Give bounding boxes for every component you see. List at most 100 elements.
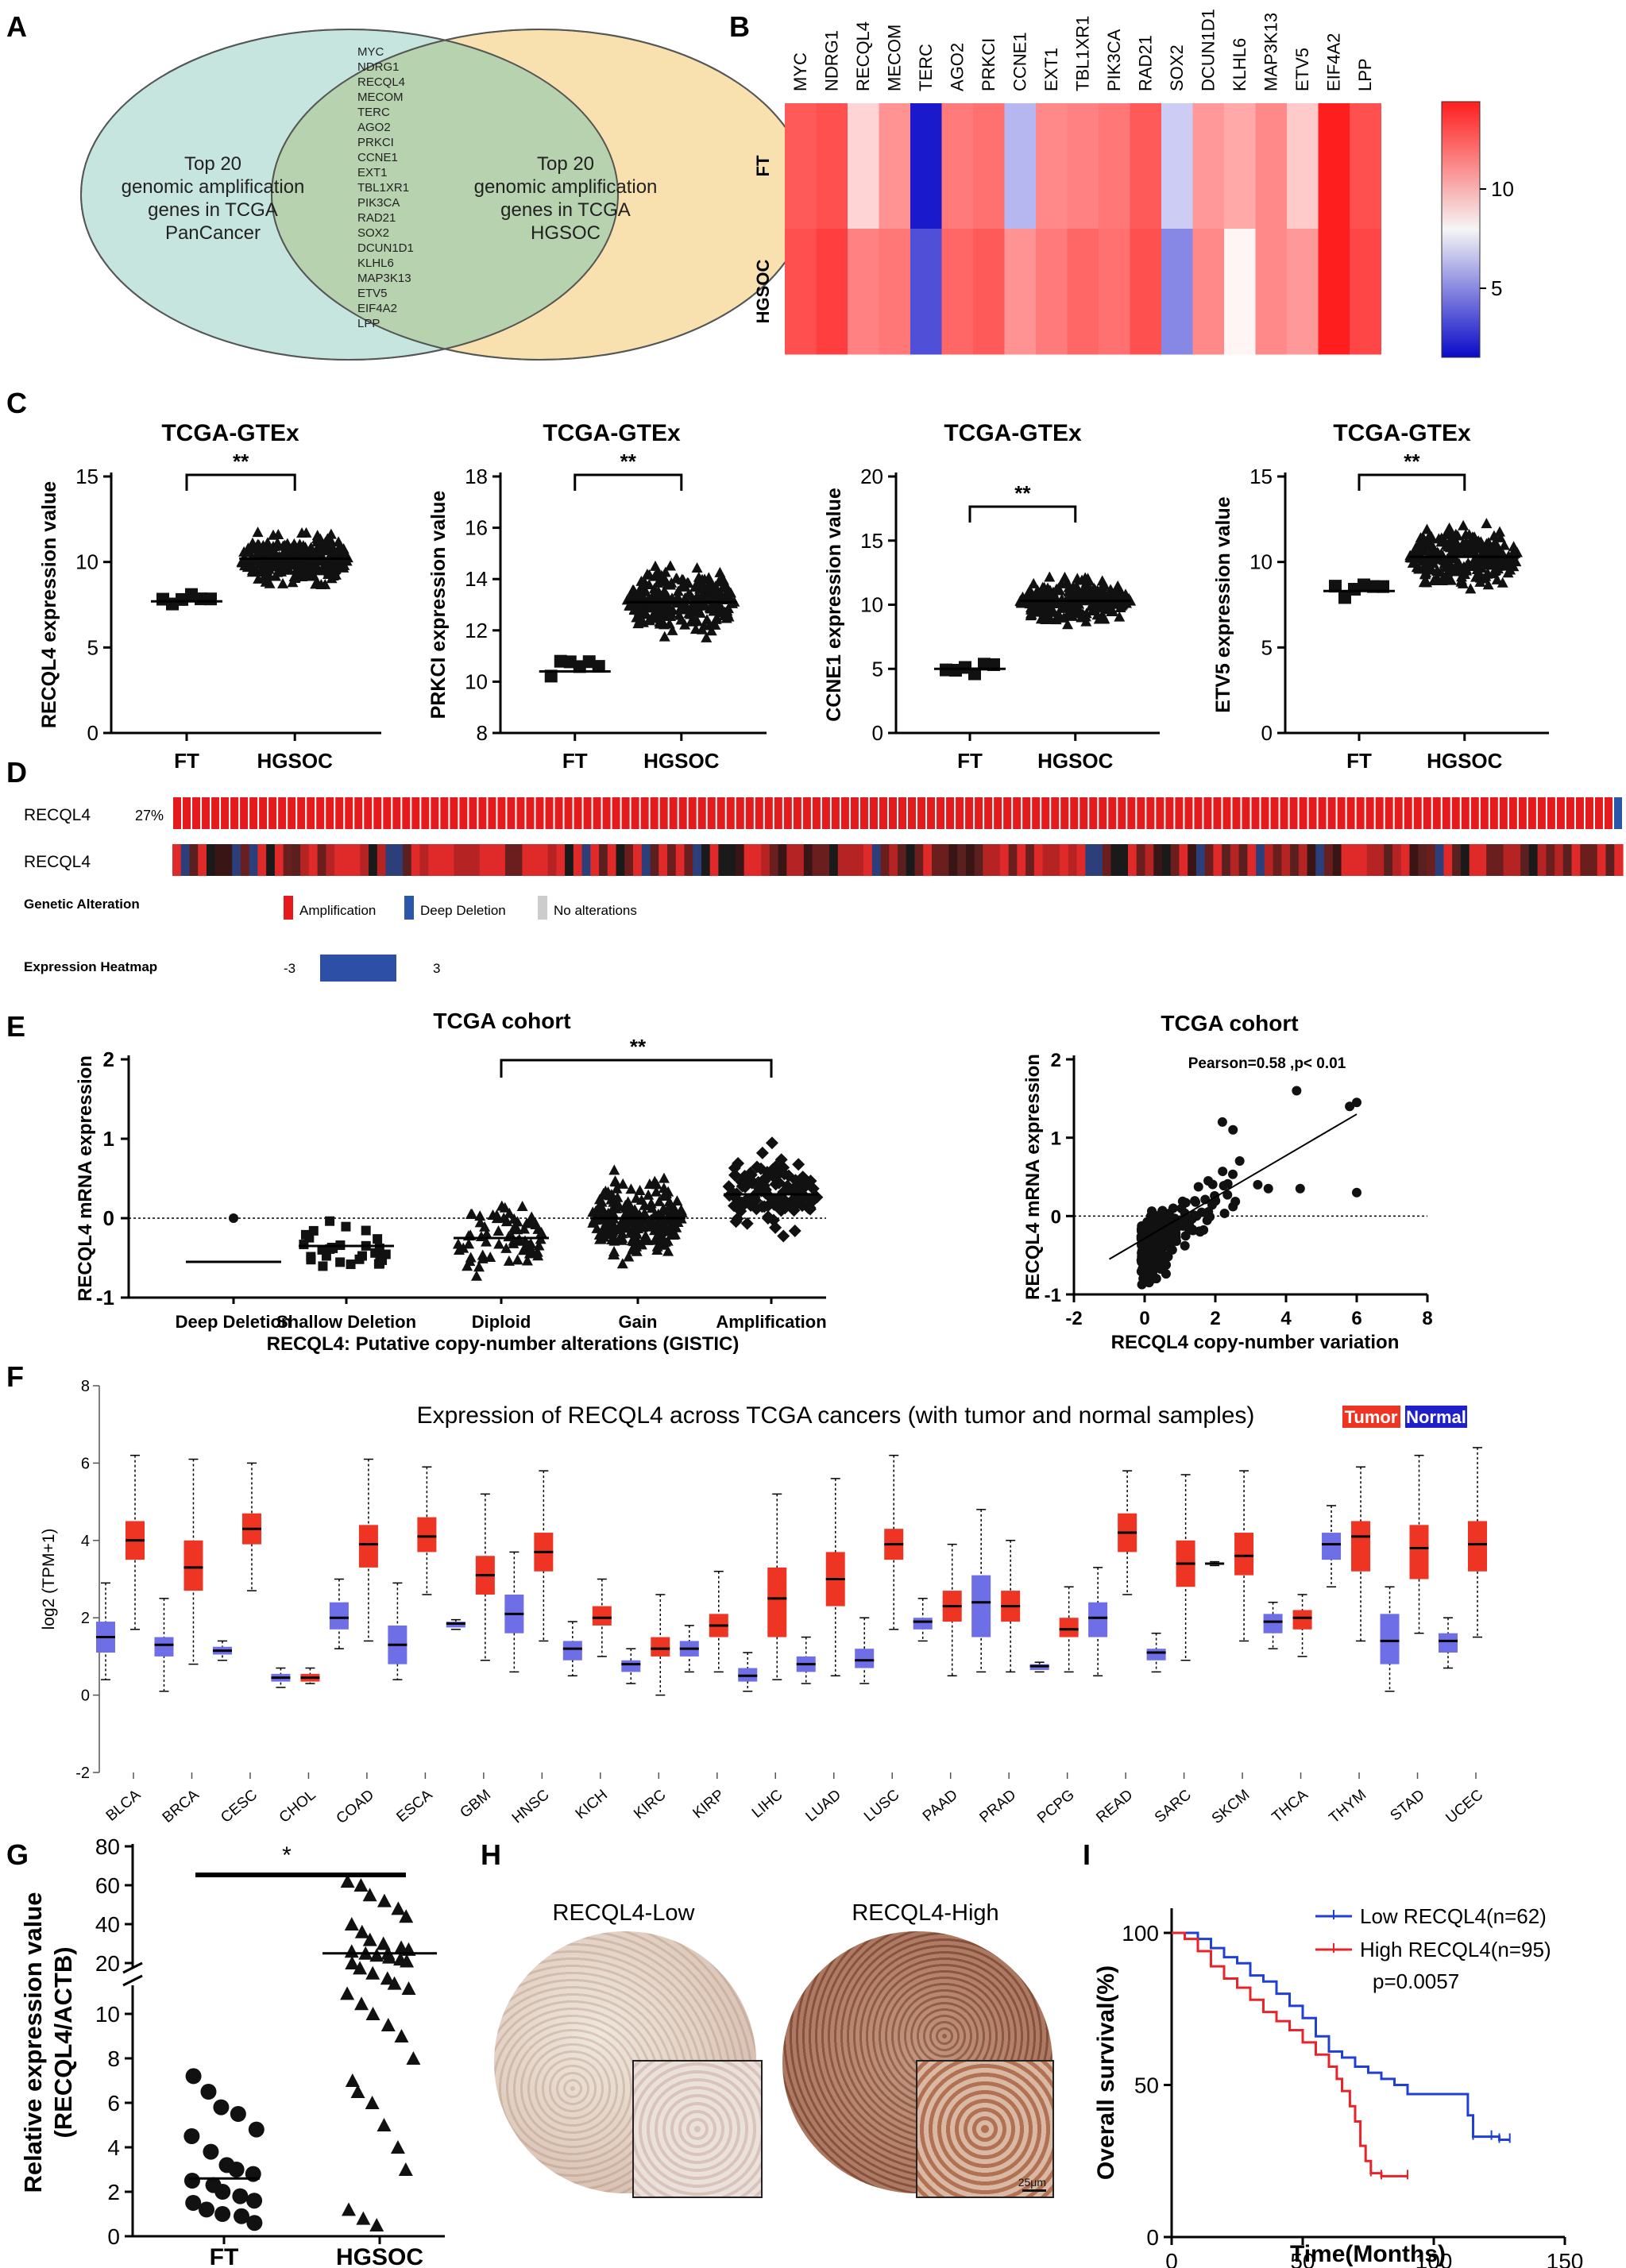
survival-legend-label: Low RECQL4(n=62) xyxy=(1360,1904,1547,1928)
oncoprint-cell xyxy=(1489,797,1498,829)
expression-heatmap-cell xyxy=(1170,844,1180,876)
hgsoc-point xyxy=(1418,577,1430,588)
significance-bracket xyxy=(500,1059,773,1078)
hgsoc-point xyxy=(1105,584,1117,596)
x-tick-label: ESCA xyxy=(393,1787,435,1826)
y-tick-label: 80 xyxy=(95,1834,120,1859)
hgsoc-point xyxy=(264,577,276,588)
heatmap-cell xyxy=(1067,229,1099,355)
oncoprint-cell xyxy=(221,797,230,829)
expression-heatmap-cell xyxy=(906,844,916,876)
cna-point xyxy=(769,1198,782,1212)
venn-gene-label: SOX2 xyxy=(357,226,389,240)
oncoprint-cell xyxy=(869,797,878,829)
scatter-point xyxy=(1149,1272,1160,1282)
hgsoc-point xyxy=(1087,605,1099,616)
hgsoc-point xyxy=(333,560,345,571)
hgsoc-point xyxy=(322,569,334,580)
panel-label-h: H xyxy=(481,1838,501,1871)
hgsoc-point xyxy=(658,607,670,618)
expression-heatmap-cell xyxy=(1605,844,1615,876)
expression-heatmap-cell xyxy=(1033,844,1044,876)
hgsoc-point xyxy=(1096,575,1108,586)
hgsoc-point xyxy=(302,561,314,573)
venn-gene-label: MYC xyxy=(357,45,384,59)
expression-heatmap-cell xyxy=(411,844,421,876)
hgsoc-point xyxy=(1427,575,1439,586)
heatmap-cell xyxy=(1004,229,1037,355)
hgsoc-point xyxy=(701,631,713,642)
oncoprint-cell xyxy=(1365,797,1374,829)
box-body xyxy=(855,1649,875,1668)
hgsoc-point xyxy=(1497,577,1508,588)
oncoprint-gene-label: RECQL4 xyxy=(24,806,91,824)
box-body xyxy=(592,1606,612,1626)
expression-heatmap-cell xyxy=(1051,844,1060,876)
hgsoc-point xyxy=(365,2007,380,2020)
hgsoc-point xyxy=(362,1888,377,1902)
hgsoc-point xyxy=(1114,611,1126,622)
expression-heatmap-cell xyxy=(573,844,583,876)
cna-point xyxy=(728,1161,741,1174)
box-body xyxy=(1380,1614,1400,1664)
hgsoc-point xyxy=(689,623,701,634)
cna-point xyxy=(300,1229,311,1240)
box-body xyxy=(1146,1649,1166,1660)
expression-heatmap-cell xyxy=(1358,844,1368,876)
hgsoc-point xyxy=(701,614,713,625)
expression-heatmap-cell xyxy=(436,844,446,876)
expression-heatmap-cell xyxy=(369,844,378,876)
heatmap-gene-label: NDRG1 xyxy=(821,30,841,91)
expression-heatmap-cell xyxy=(428,844,438,876)
oncoprint-cell xyxy=(1165,797,1174,829)
scatter-point xyxy=(1138,1267,1149,1277)
expression-heatmap-cell xyxy=(863,844,873,876)
venn-gene-label: EXT1 xyxy=(357,166,388,179)
x-tick-label: BLCA xyxy=(103,1787,145,1825)
cna-point xyxy=(641,1233,653,1244)
panel-g-group: 0 2 4 6 8 10 20 40 60 80 Relative expression value… xyxy=(19,1834,445,2268)
oncoprint-cell xyxy=(431,797,439,829)
oncoprint-cell xyxy=(450,797,458,829)
ihc-low-label: RECQL4-Low xyxy=(553,1900,696,1926)
cna-point xyxy=(671,1195,683,1206)
oncoprint-cell xyxy=(726,797,735,829)
ft-point xyxy=(183,2128,200,2144)
oncoprint-cell xyxy=(1528,797,1536,829)
oncoprint-cell xyxy=(1404,797,1412,829)
expression-heatmap-cell xyxy=(1060,844,1069,876)
heatmap-cell xyxy=(1036,103,1068,230)
expression-heatmap-cell xyxy=(1161,844,1172,876)
expression-heatmap-cell xyxy=(923,844,933,876)
ft-point xyxy=(246,2215,263,2231)
scatter-point xyxy=(1203,1212,1214,1222)
cna-point xyxy=(609,1175,621,1186)
expression-heatmap-cell xyxy=(547,844,557,876)
scatter-point xyxy=(1146,1206,1157,1217)
box-body xyxy=(651,1637,670,1657)
heatmap-cell xyxy=(1192,103,1225,230)
hgsoc-point xyxy=(1072,573,1083,584)
cna-point xyxy=(628,1221,640,1232)
expression-heatmap-cell xyxy=(761,844,771,876)
oncoprint-cell xyxy=(1556,797,1565,829)
cna-point xyxy=(608,1164,620,1175)
significance-bracket xyxy=(968,505,1077,523)
cna-point xyxy=(487,1209,499,1220)
boxplot-legend-swatch xyxy=(1405,1406,1467,1428)
oncoprint-cell xyxy=(1146,797,1155,829)
expression-heatmap-cell xyxy=(1555,844,1564,876)
y-tick-label: 10 xyxy=(465,669,488,693)
cna-point xyxy=(660,1188,672,1199)
expression-heatmap-cell xyxy=(616,844,625,876)
oncoprint-cell xyxy=(659,797,668,829)
oncoprint-cell xyxy=(793,797,801,829)
x-tick-label: LIHC xyxy=(749,1787,786,1822)
venn-diagram: Top 20 genomic amplification genes in TC… xyxy=(80,29,809,361)
cna-point xyxy=(587,1206,599,1217)
oncoprint-cell xyxy=(259,797,268,829)
oncoprint-cell xyxy=(354,797,363,829)
y-tick-label: 18 xyxy=(465,465,488,488)
expression-heatmap-cell xyxy=(1076,844,1086,876)
oncoprint-cell xyxy=(1089,797,1098,829)
